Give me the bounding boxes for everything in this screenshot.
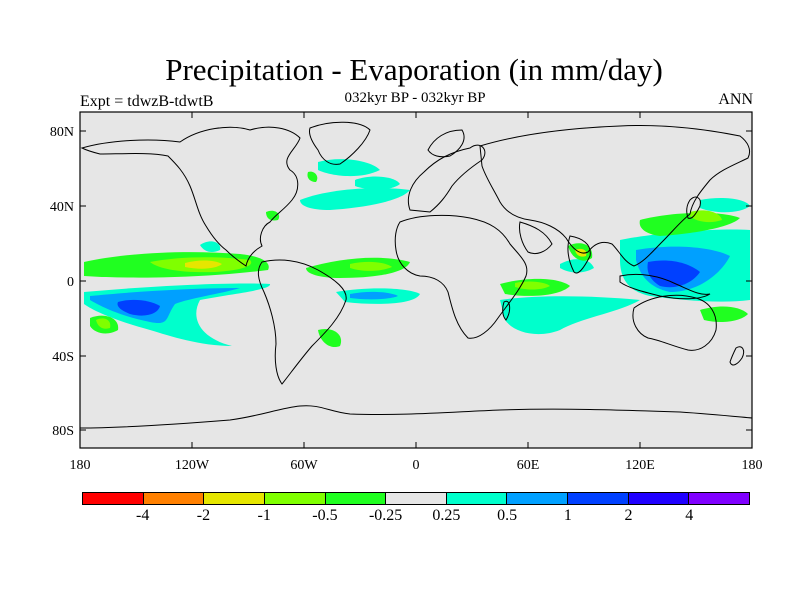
wpacific-green-2: [690, 210, 722, 223]
colorbar-label: 1: [563, 507, 572, 524]
experiment-label: Expt = tdwzB-tdwtB: [80, 93, 214, 110]
colorbar-swatch: [143, 493, 205, 504]
colorbar-swatch: [386, 493, 447, 504]
colorbar-label: 0.5: [497, 507, 518, 524]
lat-tick-label: 40N: [50, 200, 74, 215]
colorbar-label: -2: [196, 507, 211, 524]
europe-coast: [407, 144, 486, 213]
pacific-north-cyan: [200, 241, 221, 253]
atlantic-itcz-light: [350, 261, 392, 271]
lon-tick-label: 180: [70, 458, 91, 473]
scandinavia-coast: [427, 129, 465, 158]
colorbar-label: -0.5: [312, 507, 338, 524]
natlantic-cyan: [300, 188, 410, 210]
lon-tick-label: 120W: [175, 458, 210, 473]
madagascar-coast: [502, 300, 511, 321]
season-label: ANN: [718, 91, 753, 108]
lon-tick-label: 0: [413, 458, 420, 473]
spacific-darkblue: [117, 299, 160, 316]
spacific-green-2: [96, 318, 111, 329]
colorbar-swatch: [325, 493, 387, 504]
lat-tick-label: 80N: [50, 125, 74, 140]
nw-atlantic-green: [307, 171, 318, 182]
colorbar-swatch: [628, 493, 690, 504]
map-title: Precipitation - Evaporation (in mm/day): [165, 52, 663, 87]
colorbar-label: -4: [136, 507, 150, 524]
coastlines: [79, 121, 753, 429]
lon-tick-label: 120E: [625, 458, 655, 473]
antarctica-coast: [79, 405, 753, 429]
south-america-coast: [257, 259, 347, 385]
natlantic-cyan-2: [318, 159, 380, 177]
colorbar-label: -0.25: [368, 507, 403, 524]
new-zealand-coast: [729, 346, 745, 366]
atlantic-south-blue: [350, 291, 398, 300]
japan-coast: [686, 196, 701, 219]
colorbar-swatch: [446, 493, 508, 504]
indian-cyan-2: [560, 259, 594, 273]
lon-tick-label: 180: [742, 458, 763, 473]
arabia-coast: [519, 221, 553, 255]
colorbar-swatch: [507, 493, 569, 504]
pacific-itcz-yellow: [185, 260, 222, 269]
india-coast: [567, 235, 591, 274]
colorbar-swatch: [204, 493, 265, 504]
colorbar-swatch: [689, 493, 750, 504]
indonesia-coast: [619, 273, 711, 300]
greenland-cyan: [355, 176, 400, 190]
natlantic-green: [266, 210, 280, 221]
spacific-blue: [90, 288, 240, 324]
africa-coast: [394, 214, 528, 339]
lon-tick-label: 60E: [517, 458, 540, 473]
colorbar-label: 4: [685, 507, 694, 524]
north-america-coast: [80, 126, 301, 267]
colorbar-swatch: [83, 493, 144, 504]
lon-tick-labels: 180 120W 60W 0 60E 120E 180: [70, 458, 763, 473]
colorbar: [82, 492, 750, 505]
colorbar-label: -1: [257, 507, 271, 524]
lon-tick-label: 60W: [290, 458, 318, 473]
lat-tick-label: 40S: [52, 350, 74, 365]
indian-cyan: [500, 296, 640, 335]
lat-tick-labels: 80N 40N 0 40S 80S: [50, 125, 74, 439]
lat-tick-label: 0: [67, 275, 74, 290]
nw-pacific-cyan: [700, 198, 750, 213]
greenland-coast: [309, 121, 371, 165]
axis-ticks: [79, 112, 753, 448]
australia-coast: [632, 294, 717, 351]
colorbar-swatch: [568, 493, 629, 504]
map-subtitle: 032kyr BP - 032kyr BP: [344, 90, 486, 106]
lat-tick-label: 80S: [52, 424, 74, 439]
colorbar-label: 2: [624, 507, 633, 524]
precip-evap-fields: [84, 159, 750, 348]
africa-light: [515, 281, 550, 290]
asia-coast: [479, 124, 751, 267]
colorbar-swatch: [264, 493, 326, 504]
colorbar-label: 0.25: [432, 507, 461, 524]
wpacific-darkblue: [647, 260, 700, 288]
